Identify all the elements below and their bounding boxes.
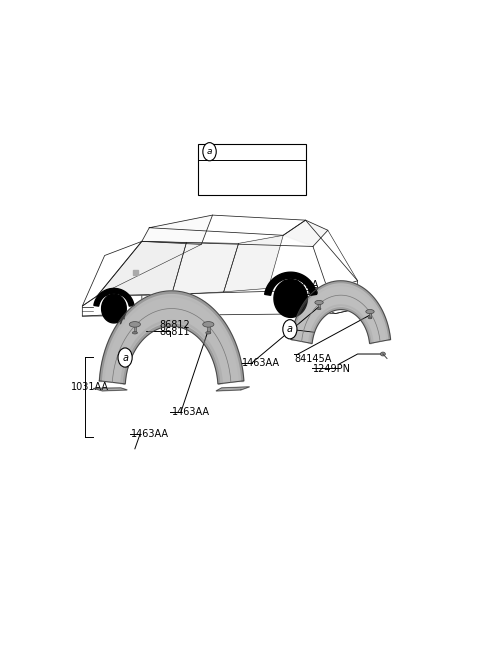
Ellipse shape: [203, 321, 214, 327]
Polygon shape: [283, 220, 328, 247]
Text: 1042AA: 1042AA: [263, 177, 301, 187]
Polygon shape: [172, 242, 239, 295]
Text: 1042AA: 1042AA: [223, 181, 261, 191]
Circle shape: [203, 142, 216, 161]
Text: 1463AA: 1463AA: [172, 407, 210, 417]
Polygon shape: [94, 388, 127, 391]
Ellipse shape: [205, 178, 216, 183]
Text: 86811: 86811: [160, 327, 191, 337]
Ellipse shape: [208, 171, 213, 173]
Bar: [207, 324, 210, 333]
Polygon shape: [99, 291, 244, 384]
Text: 1043EA: 1043EA: [263, 166, 300, 176]
Polygon shape: [142, 215, 213, 245]
Text: 1031AA: 1031AA: [71, 382, 109, 392]
Text: 84145A: 84145A: [294, 354, 332, 364]
Text: a: a: [207, 147, 212, 156]
Text: 86822A: 86822A: [281, 280, 319, 290]
Circle shape: [283, 319, 297, 339]
Ellipse shape: [315, 300, 323, 304]
FancyBboxPatch shape: [198, 144, 305, 195]
Polygon shape: [291, 281, 391, 344]
Text: 1043EA: 1043EA: [223, 165, 260, 174]
Ellipse shape: [366, 310, 374, 314]
Polygon shape: [264, 272, 317, 295]
Polygon shape: [224, 236, 283, 292]
Polygon shape: [274, 279, 307, 318]
Text: 86812: 86812: [160, 319, 191, 330]
Bar: [133, 324, 136, 333]
Circle shape: [118, 348, 132, 367]
Polygon shape: [216, 387, 250, 391]
Ellipse shape: [208, 187, 213, 190]
Ellipse shape: [205, 162, 216, 167]
Text: 86821B: 86821B: [281, 287, 319, 297]
Bar: [369, 312, 371, 318]
Bar: [209, 165, 212, 173]
Ellipse shape: [129, 321, 141, 327]
Bar: [318, 302, 320, 309]
Polygon shape: [94, 289, 134, 306]
Text: a: a: [122, 352, 128, 363]
Polygon shape: [97, 241, 186, 296]
Ellipse shape: [317, 308, 321, 310]
Text: 1463AA: 1463AA: [131, 429, 168, 440]
Polygon shape: [102, 294, 126, 323]
Text: 1463AA: 1463AA: [242, 358, 280, 368]
Bar: [209, 181, 212, 188]
Text: a: a: [287, 324, 293, 335]
Polygon shape: [132, 270, 138, 275]
Ellipse shape: [368, 317, 372, 319]
Ellipse shape: [381, 352, 385, 356]
Ellipse shape: [132, 331, 137, 334]
Ellipse shape: [206, 331, 211, 334]
Text: 1249PN: 1249PN: [313, 364, 351, 374]
